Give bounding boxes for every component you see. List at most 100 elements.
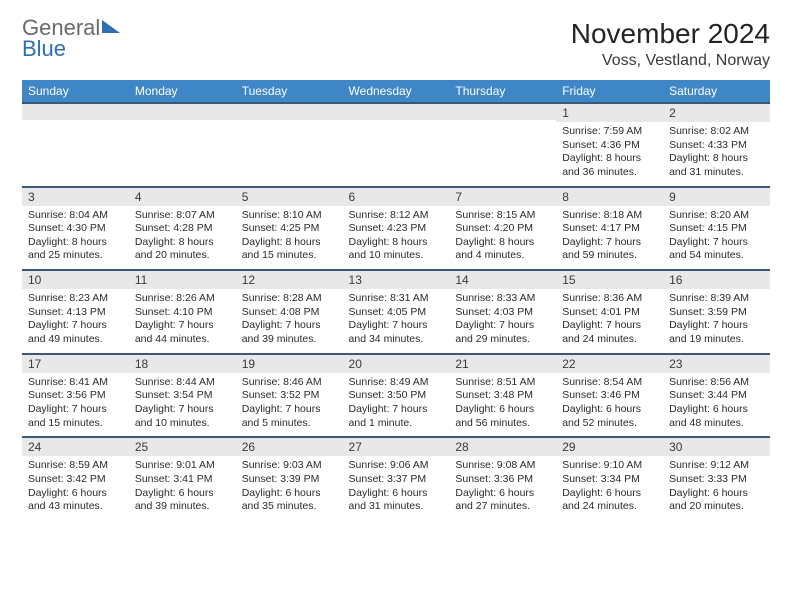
calendar-cell: 13Sunrise: 8:31 AMSunset: 4:05 PMDayligh… <box>343 269 450 353</box>
day-details: Sunrise: 8:59 AMSunset: 3:42 PMDaylight:… <box>22 456 129 520</box>
day-number: 10 <box>22 269 129 289</box>
day-details: Sunrise: 8:02 AMSunset: 4:33 PMDaylight:… <box>663 122 770 186</box>
calendar-cell: 11Sunrise: 8:26 AMSunset: 4:10 PMDayligh… <box>129 269 236 353</box>
calendar-cell: 23Sunrise: 8:56 AMSunset: 3:44 PMDayligh… <box>663 353 770 437</box>
day-number: 13 <box>343 269 450 289</box>
day-number: 28 <box>449 436 556 456</box>
month-title: November 2024 <box>571 18 770 50</box>
day-number: 23 <box>663 353 770 373</box>
calendar-cell: 20Sunrise: 8:49 AMSunset: 3:50 PMDayligh… <box>343 353 450 437</box>
day-header: Wednesday <box>343 80 450 102</box>
day-header: Tuesday <box>236 80 343 102</box>
day-details: Sunrise: 9:10 AMSunset: 3:34 PMDaylight:… <box>556 456 663 520</box>
calendar-cell: 19Sunrise: 8:46 AMSunset: 3:52 PMDayligh… <box>236 353 343 437</box>
day-details: Sunrise: 8:54 AMSunset: 3:46 PMDaylight:… <box>556 373 663 437</box>
day-details: Sunrise: 8:15 AMSunset: 4:20 PMDaylight:… <box>449 206 556 270</box>
day-number: 6 <box>343 186 450 206</box>
location: Voss, Vestland, Norway <box>571 52 770 70</box>
day-details: Sunrise: 8:28 AMSunset: 4:08 PMDaylight:… <box>236 289 343 353</box>
calendar-cell: 30Sunrise: 9:12 AMSunset: 3:33 PMDayligh… <box>663 436 770 520</box>
calendar-cell: 24Sunrise: 8:59 AMSunset: 3:42 PMDayligh… <box>22 436 129 520</box>
empty-day-bar <box>343 102 450 120</box>
day-number: 25 <box>129 436 236 456</box>
day-number: 27 <box>343 436 450 456</box>
day-number: 17 <box>22 353 129 373</box>
day-details: Sunrise: 8:41 AMSunset: 3:56 PMDaylight:… <box>22 373 129 437</box>
day-details: Sunrise: 9:03 AMSunset: 3:39 PMDaylight:… <box>236 456 343 520</box>
day-details: Sunrise: 9:12 AMSunset: 3:33 PMDaylight:… <box>663 456 770 520</box>
calendar-cell: 1Sunrise: 7:59 AMSunset: 4:36 PMDaylight… <box>556 102 663 186</box>
day-details: Sunrise: 8:36 AMSunset: 4:01 PMDaylight:… <box>556 289 663 353</box>
day-number: 11 <box>129 269 236 289</box>
day-header: Monday <box>129 80 236 102</box>
day-details: Sunrise: 8:26 AMSunset: 4:10 PMDaylight:… <box>129 289 236 353</box>
calendar-head: SundayMondayTuesdayWednesdayThursdayFrid… <box>22 80 770 102</box>
calendar-cell: 21Sunrise: 8:51 AMSunset: 3:48 PMDayligh… <box>449 353 556 437</box>
header: General Blue November 2024 Voss, Vestlan… <box>22 18 770 70</box>
calendar-cell: 8Sunrise: 8:18 AMSunset: 4:17 PMDaylight… <box>556 186 663 270</box>
calendar-row: 10Sunrise: 8:23 AMSunset: 4:13 PMDayligh… <box>22 269 770 353</box>
day-details: Sunrise: 8:33 AMSunset: 4:03 PMDaylight:… <box>449 289 556 353</box>
day-details: Sunrise: 8:49 AMSunset: 3:50 PMDaylight:… <box>343 373 450 437</box>
day-details: Sunrise: 8:10 AMSunset: 4:25 PMDaylight:… <box>236 206 343 270</box>
calendar-cell-empty <box>129 102 236 186</box>
logo-text: General Blue <box>22 18 120 60</box>
day-number: 14 <box>449 269 556 289</box>
day-details: Sunrise: 9:06 AMSunset: 3:37 PMDaylight:… <box>343 456 450 520</box>
day-details: Sunrise: 8:04 AMSunset: 4:30 PMDaylight:… <box>22 206 129 270</box>
day-number: 3 <box>22 186 129 206</box>
empty-day-bar <box>236 102 343 120</box>
calendar-cell: 9Sunrise: 8:20 AMSunset: 4:15 PMDaylight… <box>663 186 770 270</box>
day-details: Sunrise: 8:39 AMSunset: 3:59 PMDaylight:… <box>663 289 770 353</box>
day-header: Friday <box>556 80 663 102</box>
title-block: November 2024 Voss, Vestland, Norway <box>571 18 770 70</box>
calendar-cell: 25Sunrise: 9:01 AMSunset: 3:41 PMDayligh… <box>129 436 236 520</box>
day-number: 30 <box>663 436 770 456</box>
day-number: 29 <box>556 436 663 456</box>
day-number: 1 <box>556 102 663 122</box>
day-number: 20 <box>343 353 450 373</box>
day-number: 4 <box>129 186 236 206</box>
calendar-cell: 3Sunrise: 8:04 AMSunset: 4:30 PMDaylight… <box>22 186 129 270</box>
day-details: Sunrise: 8:18 AMSunset: 4:17 PMDaylight:… <box>556 206 663 270</box>
calendar-cell: 7Sunrise: 8:15 AMSunset: 4:20 PMDaylight… <box>449 186 556 270</box>
day-details: Sunrise: 8:23 AMSunset: 4:13 PMDaylight:… <box>22 289 129 353</box>
logo-word-2: Blue <box>22 36 66 61</box>
day-details: Sunrise: 8:46 AMSunset: 3:52 PMDaylight:… <box>236 373 343 437</box>
day-details: Sunrise: 8:07 AMSunset: 4:28 PMDaylight:… <box>129 206 236 270</box>
empty-day-bar <box>129 102 236 120</box>
day-number: 26 <box>236 436 343 456</box>
calendar-cell-empty <box>343 102 450 186</box>
calendar-table: SundayMondayTuesdayWednesdayThursdayFrid… <box>22 80 770 520</box>
empty-day-bar <box>22 102 129 120</box>
day-header: Thursday <box>449 80 556 102</box>
day-number: 15 <box>556 269 663 289</box>
calendar-cell: 10Sunrise: 8:23 AMSunset: 4:13 PMDayligh… <box>22 269 129 353</box>
calendar-cell: 5Sunrise: 8:10 AMSunset: 4:25 PMDaylight… <box>236 186 343 270</box>
day-number: 21 <box>449 353 556 373</box>
day-details: Sunrise: 9:08 AMSunset: 3:36 PMDaylight:… <box>449 456 556 520</box>
day-details: Sunrise: 9:01 AMSunset: 3:41 PMDaylight:… <box>129 456 236 520</box>
calendar-row: 17Sunrise: 8:41 AMSunset: 3:56 PMDayligh… <box>22 353 770 437</box>
calendar-cell: 16Sunrise: 8:39 AMSunset: 3:59 PMDayligh… <box>663 269 770 353</box>
day-number: 9 <box>663 186 770 206</box>
empty-day-bar <box>449 102 556 120</box>
day-number: 22 <box>556 353 663 373</box>
calendar-cell: 6Sunrise: 8:12 AMSunset: 4:23 PMDaylight… <box>343 186 450 270</box>
calendar-body: 1Sunrise: 7:59 AMSunset: 4:36 PMDaylight… <box>22 102 770 520</box>
calendar-cell: 26Sunrise: 9:03 AMSunset: 3:39 PMDayligh… <box>236 436 343 520</box>
day-details: Sunrise: 8:51 AMSunset: 3:48 PMDaylight:… <box>449 373 556 437</box>
calendar-cell: 28Sunrise: 9:08 AMSunset: 3:36 PMDayligh… <box>449 436 556 520</box>
day-number: 18 <box>129 353 236 373</box>
calendar-cell: 18Sunrise: 8:44 AMSunset: 3:54 PMDayligh… <box>129 353 236 437</box>
calendar-cell-empty <box>449 102 556 186</box>
calendar-cell: 29Sunrise: 9:10 AMSunset: 3:34 PMDayligh… <box>556 436 663 520</box>
logo-triangle-icon <box>102 20 120 33</box>
calendar-cell: 27Sunrise: 9:06 AMSunset: 3:37 PMDayligh… <box>343 436 450 520</box>
calendar-cell: 22Sunrise: 8:54 AMSunset: 3:46 PMDayligh… <box>556 353 663 437</box>
day-number: 8 <box>556 186 663 206</box>
calendar-cell: 17Sunrise: 8:41 AMSunset: 3:56 PMDayligh… <box>22 353 129 437</box>
calendar-page: General Blue November 2024 Voss, Vestlan… <box>0 0 792 538</box>
day-details: Sunrise: 8:12 AMSunset: 4:23 PMDaylight:… <box>343 206 450 270</box>
day-details: Sunrise: 8:20 AMSunset: 4:15 PMDaylight:… <box>663 206 770 270</box>
